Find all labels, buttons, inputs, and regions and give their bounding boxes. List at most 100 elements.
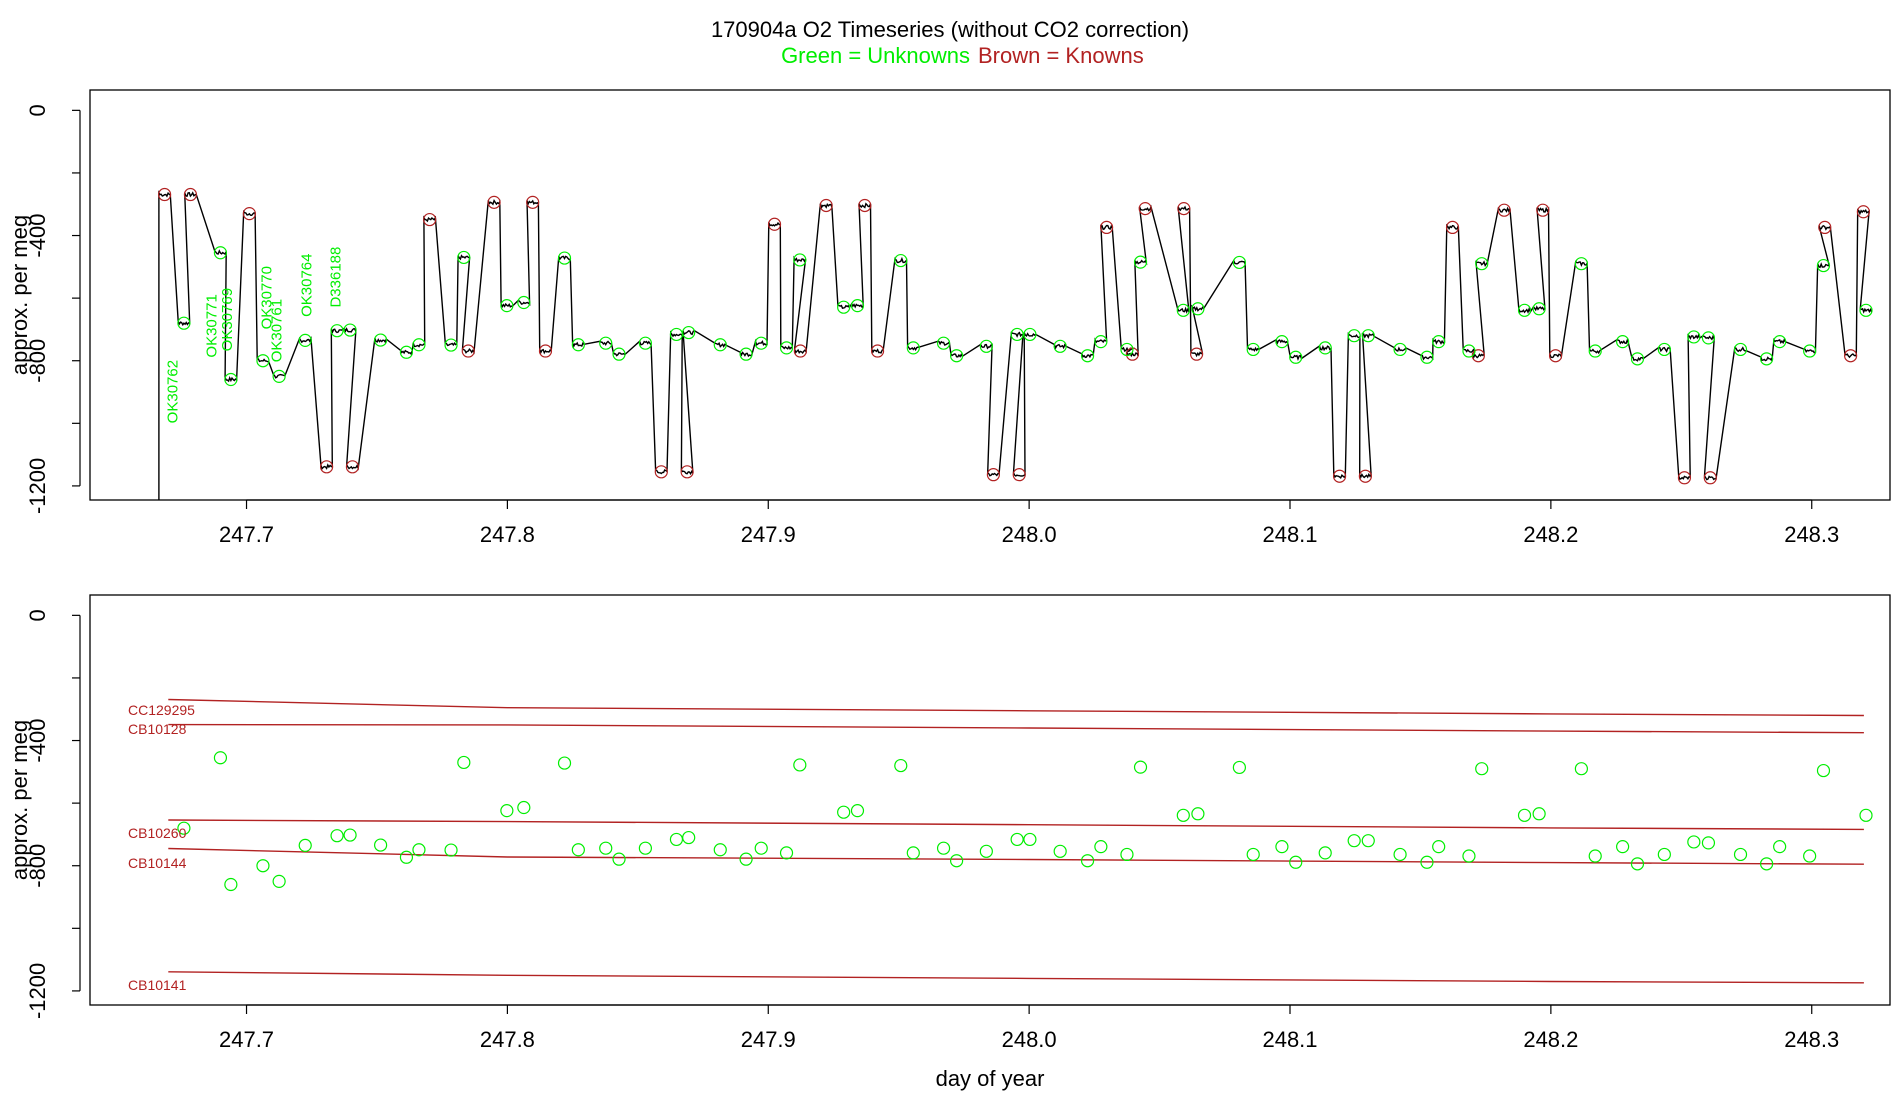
unknown-point	[1246, 342, 1260, 357]
unknown-point	[1687, 835, 1701, 849]
unknown-point	[557, 756, 572, 770]
unknown-point	[1816, 763, 1831, 778]
unknown-point	[1133, 255, 1148, 269]
known-point	[1677, 471, 1692, 485]
unknown-point	[1630, 857, 1645, 871]
unknown-point	[517, 295, 531, 310]
unknown-point	[950, 349, 964, 363]
top-y-tick-label: -400	[25, 214, 50, 258]
unknown-point	[1232, 255, 1246, 270]
unknown-point	[1517, 808, 1532, 822]
reference-line-label: CB10260	[128, 825, 187, 841]
unknown-point	[256, 354, 270, 368]
sample-annotation: D336188	[327, 247, 344, 308]
unknown-point	[713, 338, 727, 352]
known-point	[345, 460, 360, 474]
unknown-point	[343, 828, 357, 842]
unknown-point	[1733, 847, 1748, 862]
bottom-marks	[168, 698, 1873, 984]
known-point	[767, 217, 782, 231]
unknown-point	[298, 333, 312, 347]
known-point	[1138, 202, 1152, 216]
unknown-point	[224, 372, 238, 387]
unknown-point	[1133, 760, 1148, 774]
unknown-point	[1859, 808, 1873, 822]
sample-annotation: OK30769	[219, 288, 236, 351]
top-y-tick-label: -800	[25, 339, 50, 383]
unknown-point	[1094, 840, 1108, 854]
unknown-point	[298, 838, 312, 852]
unknown-point	[1462, 344, 1476, 358]
known-point	[538, 344, 553, 358]
unknown-point	[1053, 339, 1067, 353]
unknown-point	[256, 859, 270, 873]
unknown-point	[557, 251, 572, 265]
legend-knowns: Brown = Knowns	[978, 43, 1144, 68]
unknown-point	[1191, 807, 1205, 821]
unknown-point	[272, 369, 286, 383]
known-point	[1012, 468, 1026, 482]
unknown-point	[682, 830, 696, 845]
known-point	[858, 198, 872, 213]
unknown-point	[177, 821, 191, 835]
unknown-point	[1760, 857, 1774, 871]
known-point	[793, 344, 807, 358]
unknown-point	[1010, 832, 1024, 847]
unknown-point	[1574, 257, 1588, 271]
top-x-tick-label: 247.9	[741, 522, 796, 547]
unknown-point	[1393, 847, 1407, 862]
unknown-point	[1318, 341, 1332, 355]
unknown-point	[1816, 258, 1831, 273]
unknown-point	[500, 804, 514, 818]
known-point	[158, 187, 172, 202]
known-point	[819, 198, 833, 213]
unknown-point	[1701, 331, 1716, 345]
unknown-point	[1120, 847, 1134, 862]
unknown-point	[1687, 330, 1701, 344]
known-point	[320, 460, 334, 474]
unknown-point	[1701, 836, 1716, 850]
unknown-point	[837, 805, 851, 819]
unknown-point	[754, 336, 768, 350]
known-point	[461, 344, 475, 358]
sample-annotation: OK30771	[204, 294, 221, 357]
bottom-x-tick-label: 247.8	[480, 1027, 535, 1052]
unknown-point	[1347, 834, 1361, 848]
unknown-point	[1657, 847, 1671, 862]
bottom-y-tick-label: -1200	[25, 963, 50, 1019]
unknown-point	[213, 246, 228, 260]
bottom-y-tick-label: -800	[25, 844, 50, 888]
known-point	[183, 187, 198, 202]
known-point	[1100, 220, 1114, 234]
reference-line-label: CB10141	[128, 977, 187, 993]
unknown-point	[793, 253, 807, 267]
unknown-point	[612, 852, 626, 866]
unknown-point	[1246, 847, 1260, 862]
bottom-x-tick-label: 247.7	[219, 1027, 274, 1052]
unknown-point	[682, 325, 696, 340]
unknown-point	[1318, 846, 1332, 860]
known-point	[1818, 220, 1832, 234]
unknown-point	[669, 832, 684, 847]
bottom-x-tick-label: 248.1	[1262, 1027, 1317, 1052]
known-point	[654, 465, 668, 479]
unknown-point	[1361, 834, 1375, 848]
bottom-plot-frame	[89, 594, 1891, 1006]
unknown-point	[1616, 335, 1630, 349]
unknown-point	[850, 804, 865, 818]
unknown-point	[936, 336, 951, 350]
chart-title: 170904a O2 Timeseries (without CO2 corre…	[711, 17, 1189, 42]
unknown-point	[343, 323, 357, 337]
sample-annotation: OK30762	[164, 360, 181, 423]
unknown-point	[1532, 807, 1546, 821]
unknown-point	[1420, 855, 1434, 869]
top-y-axis-label: approx. per meg	[7, 215, 32, 375]
known-point	[1856, 205, 1870, 219]
unknown-point	[793, 758, 807, 772]
unknown-point	[1393, 342, 1407, 357]
unknown-point	[374, 333, 388, 347]
unknown-point	[1588, 344, 1602, 358]
unknown-point	[906, 341, 920, 355]
unknown-point	[1023, 832, 1037, 847]
